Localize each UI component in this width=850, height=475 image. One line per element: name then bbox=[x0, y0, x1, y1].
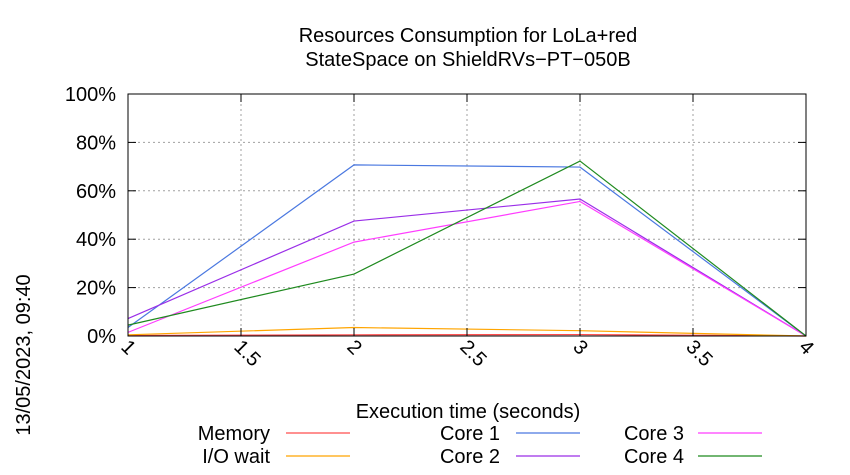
x-tick-label-0: 1 bbox=[116, 336, 139, 359]
series-line-core-1 bbox=[127, 164, 807, 337]
y-axis-ticks: 0% 20% 40% 60% 80% 100% bbox=[65, 84, 806, 348]
legend-label-core-1: Core 1 bbox=[440, 423, 500, 445]
legend-label-i-o-wait: I/O wait bbox=[202, 446, 270, 468]
x-tick-label-2: 2 bbox=[342, 336, 365, 359]
y-tick-label-5: 100% bbox=[65, 84, 116, 106]
x-tick-label-5: 3.5 bbox=[681, 336, 716, 371]
y-tick-label-4: 80% bbox=[76, 132, 116, 154]
x-axis-label: Execution time (seconds) bbox=[356, 401, 581, 423]
y-tick-label-3: 60% bbox=[76, 181, 116, 203]
series-line-core-2 bbox=[127, 198, 807, 337]
side-timestamp: 13/05/2023, 09:40 bbox=[13, 274, 35, 435]
legend-label-core-3: Core 3 bbox=[624, 423, 684, 445]
legend-label-memory: Memory bbox=[198, 423, 270, 445]
y-tick-label-2: 40% bbox=[76, 229, 116, 251]
chart-title-line-2: StateSpace on ShieldRVs−PT−050B bbox=[305, 49, 630, 71]
legend-label-core-2: Core 2 bbox=[440, 446, 500, 468]
y-tick-label-0: 0% bbox=[87, 326, 116, 348]
x-tick-label-4: 3 bbox=[568, 336, 591, 359]
x-tick-label-6: 4 bbox=[794, 336, 817, 359]
grid bbox=[128, 94, 806, 336]
series-line-core-4 bbox=[127, 160, 807, 337]
y-tick-label-1: 20% bbox=[76, 278, 116, 300]
chart-title-line-1: Resources Consumption for LoLa+red bbox=[299, 25, 638, 47]
x-tick-label-1: 1.5 bbox=[229, 336, 264, 371]
legend-label-core-4: Core 4 bbox=[624, 446, 684, 468]
series-line-core-3 bbox=[127, 200, 807, 337]
x-tick-label-3: 2.5 bbox=[455, 336, 490, 371]
